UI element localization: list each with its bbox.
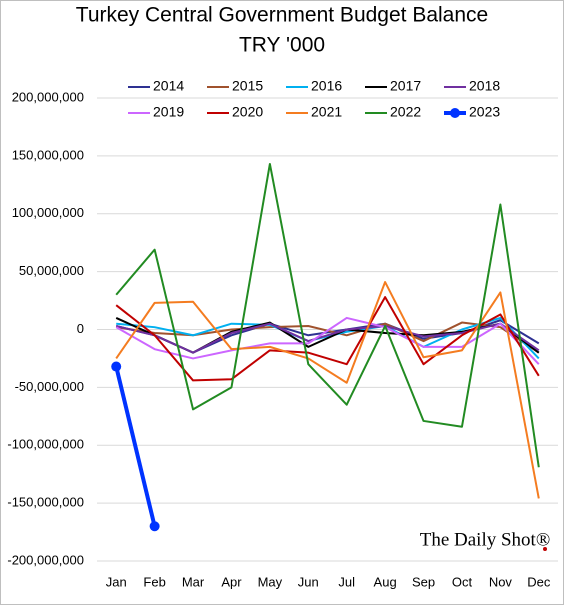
y-tick-label: -150,000,000 bbox=[7, 495, 84, 510]
x-tick-label: Nov bbox=[489, 574, 513, 589]
x-tick-label: Aug bbox=[374, 574, 397, 589]
y-tick-label: 0 bbox=[77, 321, 84, 336]
x-tick-label: May bbox=[258, 574, 283, 589]
legend-label: 2021 bbox=[311, 104, 342, 120]
x-tick-label: Oct bbox=[452, 574, 473, 589]
x-tick-label: Dec bbox=[527, 574, 551, 589]
chart-subtitle: TRY '000 bbox=[239, 34, 325, 57]
series-line bbox=[114, 366, 157, 527]
legend-label: 2022 bbox=[390, 104, 421, 120]
legend-marker bbox=[450, 108, 460, 118]
x-tick-label: Apr bbox=[221, 574, 242, 589]
series-line bbox=[115, 162, 540, 468]
legend-label: 2017 bbox=[390, 78, 421, 94]
y-tick-label: 50,000,000 bbox=[19, 263, 84, 278]
y-tick-label: 100,000,000 bbox=[12, 205, 84, 220]
y-tick-label: -50,000,000 bbox=[15, 379, 84, 394]
y-tick-label: 200,000,000 bbox=[12, 89, 84, 104]
watermark: The Daily Shot® bbox=[420, 529, 551, 550]
x-tick-label: Sep bbox=[412, 574, 435, 589]
legend-label: 2023 bbox=[469, 104, 500, 120]
x-tick-label: Jan bbox=[106, 574, 127, 589]
series-line bbox=[115, 281, 540, 499]
x-tick-label: Feb bbox=[143, 574, 165, 589]
x-tick-label: Mar bbox=[182, 574, 205, 589]
chart-title: Turkey Central Government Budget Balance bbox=[76, 4, 488, 27]
legend-label: 2018 bbox=[469, 78, 500, 94]
legend-label: 2019 bbox=[153, 104, 184, 120]
point bbox=[111, 361, 122, 372]
legend-label: 2020 bbox=[232, 104, 263, 120]
legend-label: 2016 bbox=[311, 78, 342, 94]
y-tick-label: -200,000,000 bbox=[7, 552, 84, 567]
series-line bbox=[116, 316, 540, 360]
x-tick-label: Jul bbox=[338, 574, 355, 589]
x-tick-label: Jun bbox=[298, 574, 319, 589]
y-tick-label: -100,000,000 bbox=[7, 437, 84, 452]
legend-label: 2014 bbox=[153, 78, 184, 94]
y-tick-label: 150,000,000 bbox=[12, 147, 84, 162]
series-line bbox=[115, 296, 540, 382]
watermark-dot bbox=[543, 547, 547, 551]
legend-label: 2015 bbox=[232, 78, 263, 94]
point bbox=[149, 521, 160, 532]
series-line bbox=[115, 316, 540, 365]
